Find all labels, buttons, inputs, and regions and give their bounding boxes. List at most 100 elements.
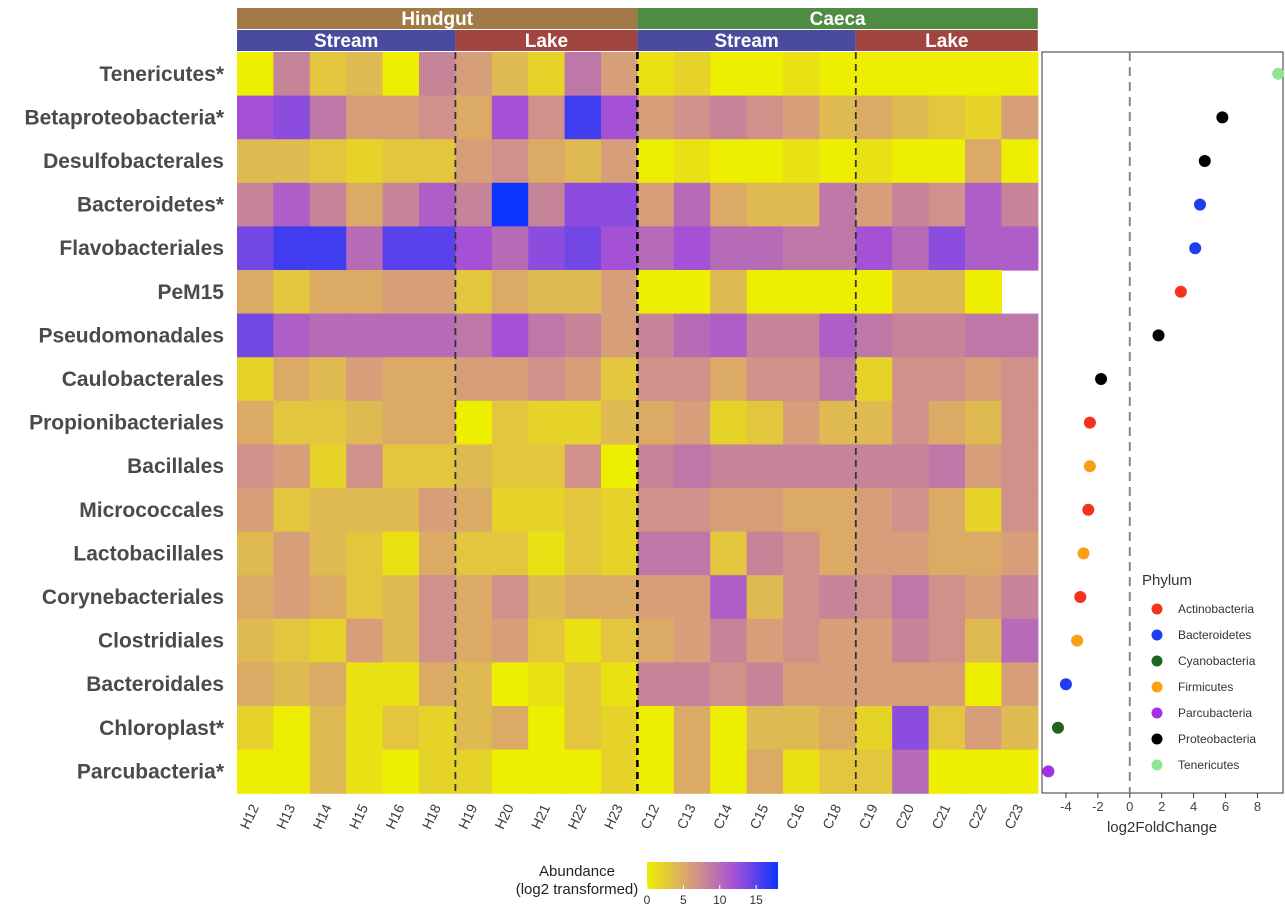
heatmap-cell [564, 313, 602, 358]
row-label: Corynebacteriales [42, 586, 224, 609]
heatmap-cell [564, 618, 602, 663]
heatmap-cell [273, 531, 311, 576]
heatmap-cell [601, 139, 638, 184]
heatmap-cell [564, 400, 602, 445]
legend-swatch [1151, 759, 1163, 771]
heatmap-cell [491, 139, 529, 184]
heatmap-cell [965, 139, 1002, 184]
heatmap-cell [1001, 313, 1039, 358]
x-tick-label: 6 [1222, 799, 1229, 814]
heatmap-cell [746, 270, 784, 315]
legend-label: Firmicutes [1178, 680, 1233, 694]
heatmap-cell [564, 139, 602, 184]
heatmap-cell [455, 618, 493, 663]
heatmap-cell [346, 749, 384, 794]
heatmap-cell [710, 749, 748, 794]
heatmap-cell [309, 95, 347, 140]
column-label: C13 [673, 801, 698, 831]
heatmap-cell [309, 270, 347, 315]
heatmap-cell [273, 95, 311, 140]
heatmap-cell [346, 488, 384, 533]
heatmap-cell [491, 575, 529, 620]
heatmap-cell [528, 357, 566, 402]
heatmap-cell [601, 531, 638, 576]
heatmap-cell [819, 357, 857, 402]
column-label: H15 [346, 801, 371, 831]
heatmap-cell [346, 618, 384, 663]
heatmap-cell [673, 313, 711, 358]
heatmap-cell [237, 95, 274, 140]
heatmap-cell [746, 52, 784, 97]
colorbar-tick-label: 10 [713, 893, 727, 906]
heatmap-cell [455, 531, 493, 576]
heatmap-row-labels: Tenericutes* Betaproteobacteria* Desulfoba… [24, 63, 224, 784]
heatmap-cell [237, 313, 274, 358]
heatmap-cell [528, 488, 566, 533]
legend-label: Parcubacteria [1178, 706, 1252, 720]
heatmap-cell [928, 531, 966, 576]
heatmap-cell [746, 444, 784, 489]
heatmap-cell [673, 749, 711, 794]
heatmap-cell [273, 139, 311, 184]
heatmap-cell [237, 706, 274, 751]
column-label: H13 [273, 801, 298, 831]
heatmap-cell [491, 226, 529, 271]
heatmap-cell [892, 749, 930, 794]
heatmap-cell [673, 400, 711, 445]
heatmap-cell [273, 618, 311, 663]
heatmap-cell [855, 270, 893, 315]
heatmap-cell [928, 706, 966, 751]
heatmap-cell [783, 444, 820, 489]
heatmap-cell [601, 575, 638, 620]
heatmap-cell [710, 226, 748, 271]
heatmap-cell [237, 749, 274, 794]
fold-change-point [1198, 155, 1211, 167]
legend-swatch [1151, 707, 1163, 719]
heatmap-cell [855, 749, 893, 794]
heatmap-cell [382, 400, 420, 445]
phylum-legend: Phylum Actinobacteria Bacteroidetes Cyanob… [1142, 572, 1256, 772]
heatmap-cell [637, 488, 675, 533]
subgroup-label-2: Stream [714, 31, 778, 52]
heatmap-cell [746, 313, 784, 358]
heatmap-cell [819, 139, 857, 184]
legend-swatch [1151, 733, 1163, 745]
heatmap-cell [965, 488, 1002, 533]
heatmap-cell [892, 531, 930, 576]
heatmap-cell [819, 575, 857, 620]
heatmap-cell [419, 226, 456, 271]
row-label: Pseudomonadales [38, 324, 224, 347]
column-label: C20 [892, 801, 917, 831]
heatmap-cell [783, 618, 820, 663]
heatmap-cell [273, 270, 311, 315]
group-label-caeca: Caeca [810, 9, 866, 30]
x-tick-label: -4 [1060, 799, 1072, 814]
heatmap-cell [746, 749, 784, 794]
heatmap-cell [455, 270, 493, 315]
heatmap-cell [382, 575, 420, 620]
heatmap-cell [710, 662, 748, 707]
heatmap-cell [346, 400, 384, 445]
legend-label: Tenericutes [1178, 758, 1239, 772]
heatmap-cell [382, 488, 420, 533]
x-tick-label: -2 [1092, 799, 1104, 814]
fold-change-panel-frame [1041, 51, 1284, 794]
heatmap-cell [601, 400, 638, 445]
column-label: C14 [710, 801, 735, 831]
column-label: C21 [928, 801, 953, 831]
heatmap-cell [273, 400, 311, 445]
heatmap-cell [419, 618, 456, 663]
heatmap-cell [346, 182, 384, 227]
heatmap-cell [455, 749, 493, 794]
heatmap-cell [673, 182, 711, 227]
heatmap-cell [892, 95, 930, 140]
heatmap-cell [673, 52, 711, 97]
heatmap-cell [601, 749, 638, 794]
heatmap-cell [783, 662, 820, 707]
colorbar-tick-label: 5 [680, 893, 687, 906]
fold-change-point [1051, 721, 1064, 734]
heatmap-cell [819, 313, 857, 358]
heatmap-cell [928, 575, 966, 620]
row-label: Bacillales [127, 455, 224, 478]
